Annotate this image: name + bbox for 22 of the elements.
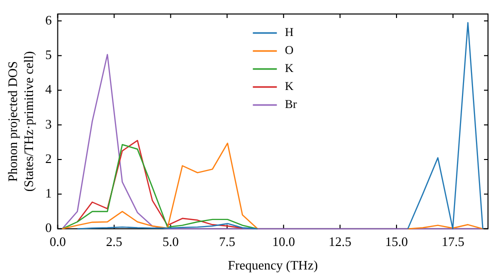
- legend-label: H: [284, 25, 294, 40]
- legend-label: K: [284, 79, 294, 94]
- y-tick-label: 0: [45, 220, 52, 236]
- y-tick-label: 5: [45, 46, 52, 62]
- x-tick-label: 10.0: [272, 234, 295, 250]
- y-tick-label: 4: [45, 82, 52, 97]
- x-tick-label: 12.5: [328, 234, 352, 250]
- legend-label: O: [284, 43, 294, 58]
- x-tick-label: 0.0: [50, 234, 66, 250]
- y-tick-label: 6: [45, 12, 52, 28]
- y-tick-label: 3: [45, 116, 52, 132]
- x-tick-label: 2.5: [106, 234, 122, 250]
- x-axis-title: Frequency (THz): [228, 258, 318, 273]
- x-tick-label: 17.5: [442, 234, 464, 250]
- y-axis-title: Phonon projected DOS (States/THz·primitive cell): [5, 51, 36, 192]
- x-tick-label: 5.0: [162, 234, 179, 250]
- y-tick-label: 1: [45, 186, 52, 201]
- x-tick-label: 7.5: [218, 234, 236, 250]
- legend-label: Br: [284, 97, 297, 112]
- legend-label: K: [284, 61, 294, 76]
- x-tick-label: 15.0: [385, 234, 408, 250]
- y-tick-label: 2: [45, 150, 52, 166]
